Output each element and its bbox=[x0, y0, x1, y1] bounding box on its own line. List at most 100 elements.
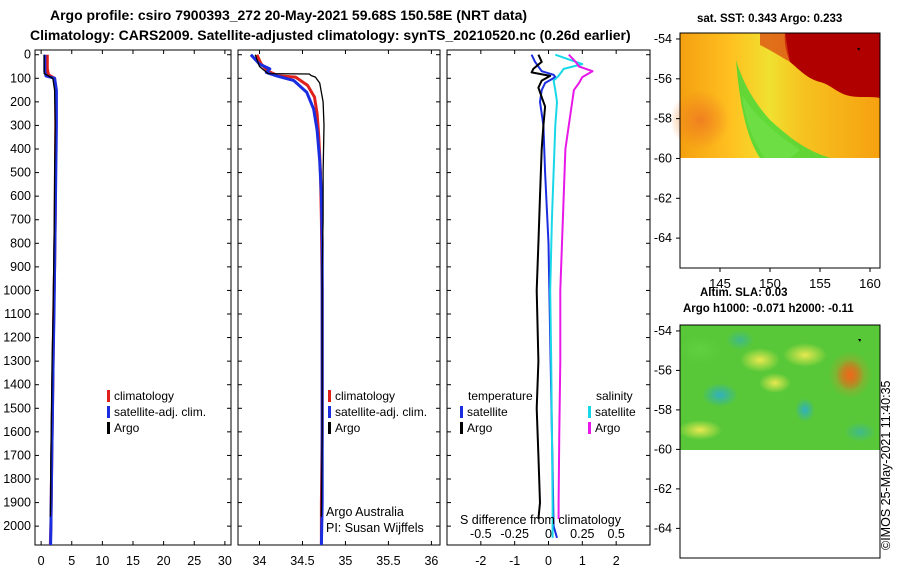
map-y-tick-label: -62 bbox=[654, 482, 672, 496]
x-tick-label: 36 bbox=[424, 554, 438, 568]
map-x-tick-label: 155 bbox=[809, 276, 831, 291]
sla-high-anomaly-halo bbox=[828, 351, 872, 399]
series-line-satellite-adj-clim- bbox=[249, 53, 324, 546]
y-tick-label: 700 bbox=[10, 213, 31, 227]
legend-swatch-climatology bbox=[328, 390, 331, 402]
legend-swatch-climatology bbox=[107, 390, 110, 402]
map-y-tick-label: -58 bbox=[654, 112, 672, 126]
y-tick-label: 1300 bbox=[3, 354, 31, 368]
x-tick-label: 5 bbox=[68, 554, 75, 568]
map-y-tick-label: -64 bbox=[654, 521, 672, 535]
y-tick-label: 0 bbox=[24, 48, 31, 62]
y-tick-label: 400 bbox=[10, 142, 31, 156]
sst-map-axes: -54 -56 -58 -60 -62 -64 145 150 155 160 bbox=[654, 32, 881, 291]
y-tick-label: 900 bbox=[10, 260, 31, 274]
x-tick-label: -1 bbox=[509, 554, 520, 568]
series-line-salinity-satellite bbox=[549, 53, 584, 538]
map-x-tick-label: 145 bbox=[709, 276, 731, 291]
y-tick-label: 500 bbox=[10, 166, 31, 180]
legend-label-satellite: satellite-adj. clim. bbox=[114, 405, 206, 419]
legend-swatch-satellite bbox=[328, 406, 331, 418]
y-tick-label: 1900 bbox=[3, 496, 31, 510]
legend-swatch-satellite bbox=[107, 406, 110, 418]
y-tick-label: 1100 bbox=[4, 307, 31, 321]
x-tick-label: 35.5 bbox=[376, 554, 400, 568]
sst-map bbox=[670, 32, 881, 269]
sst-warm-patch bbox=[670, 90, 730, 150]
temperature-legend: climatology satellite-adj. clim. Argo bbox=[107, 389, 206, 435]
x-tick-label: -2 bbox=[475, 554, 486, 568]
sla-blob bbox=[759, 373, 791, 393]
difference-legend: temperature satellite Argo salinity sate… bbox=[460, 389, 636, 527]
figure-title-line2: Climatology: CARS2009. Satellite-adjuste… bbox=[30, 27, 631, 43]
legend-title-temperature: temperature bbox=[468, 389, 533, 403]
x-tick-label: 25 bbox=[187, 554, 201, 568]
y-tick-label: 200 bbox=[10, 95, 31, 109]
x-tick-label: 2 bbox=[613, 554, 620, 568]
legend-title-salinity: salinity bbox=[596, 389, 633, 403]
legend-label-temp-satellite: satellite bbox=[467, 405, 508, 419]
sla-blob bbox=[678, 336, 722, 364]
s-axis-tick-label: 0.5 bbox=[607, 527, 624, 541]
sst-argo-marker bbox=[857, 48, 860, 51]
y-tick-label: 1400 bbox=[3, 378, 31, 392]
y-tick-label: 2000 bbox=[3, 519, 31, 533]
y-tick-label: 1200 bbox=[3, 331, 31, 345]
s-axis-tick-label: 0.25 bbox=[570, 527, 594, 541]
x-tick-label: 15 bbox=[126, 554, 140, 568]
x-tick-label: 0 bbox=[38, 554, 45, 568]
legend-swatch-argo bbox=[107, 422, 110, 434]
legend-label-sal-argo: Argo bbox=[595, 421, 621, 435]
series-line-climatology bbox=[255, 54, 324, 545]
sla-blob bbox=[726, 330, 754, 350]
sla-no-data-region bbox=[680, 450, 880, 558]
series-line-argo bbox=[43, 54, 56, 517]
sla-map bbox=[678, 324, 881, 559]
x-tick-label: 35 bbox=[338, 554, 352, 568]
temperature-panel: 0100200300400500600700800900100011001200… bbox=[3, 48, 232, 568]
sst-map-title: sat. SST: 0.343 Argo: 0.233 bbox=[697, 13, 842, 25]
salinity-legend: climatology satellite-adj. clim. Argo Ar… bbox=[326, 389, 427, 535]
x-tick-label: 1 bbox=[579, 554, 586, 568]
sla-blob bbox=[844, 422, 876, 442]
map-y-tick-label: -56 bbox=[654, 363, 672, 377]
sla-map-frame bbox=[679, 324, 881, 559]
legend-label-temp-argo: Argo bbox=[467, 421, 493, 435]
x-tick-label: 0 bbox=[545, 554, 552, 568]
plot-frame bbox=[34, 49, 232, 546]
annotation-pi: PI: Susan Wijffels bbox=[326, 521, 424, 535]
x-tick-label: 34.5 bbox=[290, 554, 314, 568]
legend-label-argo: Argo bbox=[114, 421, 140, 435]
legend-label-argo: Argo bbox=[335, 421, 361, 435]
difference-xlabel: S difference from climatology bbox=[460, 513, 622, 527]
sst-map-frame bbox=[679, 32, 881, 269]
map-x-tick-label: 150 bbox=[759, 276, 781, 291]
sla-argo-marker bbox=[858, 339, 861, 342]
x-tick-label: 20 bbox=[157, 554, 171, 568]
sst-no-data-region bbox=[680, 158, 880, 268]
map-y-tick-label: -58 bbox=[654, 403, 672, 417]
sla-map-title-line2: Argo h1000: -0.071 h2000: -0.11 bbox=[683, 303, 854, 315]
x-tick-label: 10 bbox=[95, 554, 109, 568]
map-x-tick-label: 160 bbox=[859, 276, 881, 291]
map-y-tick-label: -62 bbox=[654, 191, 672, 205]
annotation-argo-australia: Argo Australia bbox=[326, 505, 404, 519]
series-line-salinity-argo bbox=[557, 54, 594, 520]
sla-blob bbox=[795, 398, 815, 422]
x-tick-label: 30 bbox=[218, 554, 232, 568]
sst-cold-filament-edge bbox=[742, 95, 800, 158]
map-y-tick-label: -60 bbox=[654, 442, 672, 456]
map-y-tick-label: -64 bbox=[654, 231, 672, 245]
difference-panel: -2 -1 0 1 2 -0.5 -0.25 0 0.25 0.5 bbox=[446, 49, 651, 568]
map-y-tick-label: -60 bbox=[654, 151, 672, 165]
s-axis-tick-label: -0.25 bbox=[500, 527, 529, 541]
y-tick-label: 1600 bbox=[3, 425, 31, 439]
s-axis-tick-label: -0.5 bbox=[470, 527, 492, 541]
figure-title-line1: Argo profile: csiro 7900393_272 20-May-2… bbox=[50, 7, 527, 23]
y-tick-label: 600 bbox=[10, 189, 31, 203]
map-y-tick-label: -54 bbox=[654, 324, 672, 338]
plot-frame bbox=[237, 49, 441, 546]
s-axis-tick-label: 0 bbox=[545, 527, 552, 541]
y-tick-label: 1000 bbox=[3, 283, 31, 297]
